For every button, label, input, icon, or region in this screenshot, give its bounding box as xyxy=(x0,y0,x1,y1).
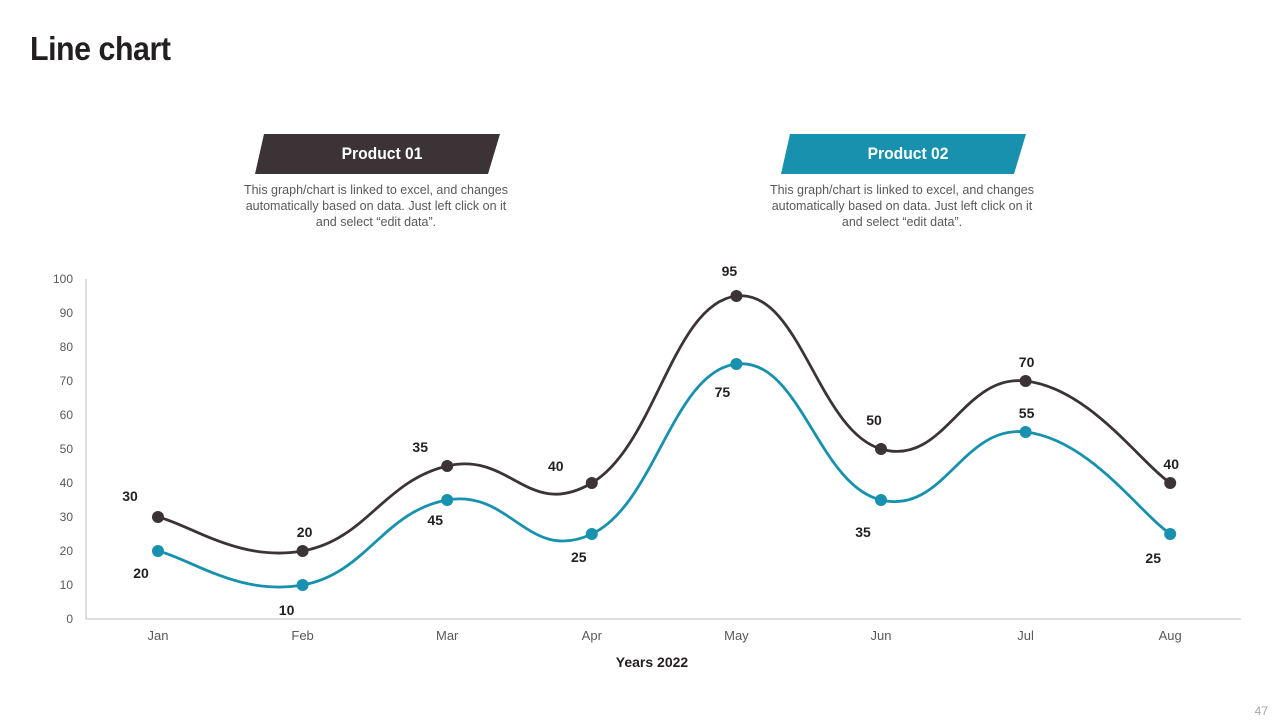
data-point xyxy=(296,579,309,591)
legend-product-02-label: Product 02 xyxy=(867,144,949,163)
legend-product-01-shape xyxy=(255,134,500,174)
data-point xyxy=(1164,477,1177,489)
legend-product-02-description: This graph/chart is linked to excel, and… xyxy=(769,183,1035,229)
data-point xyxy=(152,511,164,523)
data-label: 25 xyxy=(1145,550,1161,566)
legend-product-01: Product 01 xyxy=(252,134,512,174)
data-label: 95 xyxy=(722,263,738,279)
data-label: 55 xyxy=(1019,405,1035,421)
data-label: 45 xyxy=(427,512,443,528)
data-point xyxy=(296,545,309,557)
data-point xyxy=(875,443,887,455)
y-tick-label: 50 xyxy=(60,442,74,456)
y-tick-label: 30 xyxy=(60,510,74,524)
data-label: 25 xyxy=(571,549,587,565)
y-tick-label: 0 xyxy=(66,612,73,626)
y-tick-label: 40 xyxy=(60,476,74,490)
x-tick-label: Jun xyxy=(871,628,892,643)
legend-product-01-description: This graph/chart is linked to excel, and… xyxy=(243,183,509,229)
data-point xyxy=(1019,375,1032,387)
page-title: Line chart xyxy=(30,30,171,67)
data-point xyxy=(585,528,598,540)
y-tick-label: 10 xyxy=(60,578,74,592)
y-tick-label: 60 xyxy=(60,408,74,422)
y-tick-label: 90 xyxy=(60,306,74,320)
data-label: 35 xyxy=(855,524,871,540)
data-label: 35 xyxy=(412,439,428,455)
data-point xyxy=(441,460,454,472)
data-point xyxy=(875,494,887,506)
y-tick-label: 80 xyxy=(60,340,74,354)
data-point xyxy=(152,545,164,557)
data-label: 40 xyxy=(548,458,564,474)
x-tick-label: Jan xyxy=(148,628,169,643)
series-line-2 xyxy=(157,362,1172,589)
data-label: 75 xyxy=(715,384,731,400)
data-point xyxy=(730,290,743,302)
data-point xyxy=(1019,426,1032,438)
data-label: 20 xyxy=(133,565,149,581)
y-tick-label: 100 xyxy=(53,272,73,286)
y-tick-label: 20 xyxy=(60,544,74,558)
data-point xyxy=(441,494,454,506)
x-tick-label: Apr xyxy=(582,628,603,643)
x-tick-label: Aug xyxy=(1159,628,1182,643)
legend-product-02-shape xyxy=(781,134,1026,174)
data-label: 10 xyxy=(279,602,295,618)
x-axis-title: Years 2022 xyxy=(616,654,689,670)
data-point xyxy=(585,477,598,489)
data-label: 20 xyxy=(297,524,313,540)
page-number: 47 xyxy=(1254,704,1268,718)
series-line-1 xyxy=(157,294,1172,555)
y-tick-label: 70 xyxy=(60,374,74,388)
data-label: 30 xyxy=(122,488,138,504)
x-tick-label: Jul xyxy=(1017,628,1034,643)
x-tick-label: Mar xyxy=(436,628,459,643)
data-point xyxy=(1164,528,1177,540)
x-tick-label: Feb xyxy=(291,628,313,643)
x-tick-label: May xyxy=(724,628,749,643)
data-point xyxy=(730,358,743,370)
legend-product-01-label: Product 01 xyxy=(341,144,423,163)
legend-product-02: Product 02 xyxy=(778,134,1038,174)
data-label: 70 xyxy=(1019,354,1035,370)
data-label: 40 xyxy=(1163,456,1179,472)
data-label: 50 xyxy=(866,412,882,428)
